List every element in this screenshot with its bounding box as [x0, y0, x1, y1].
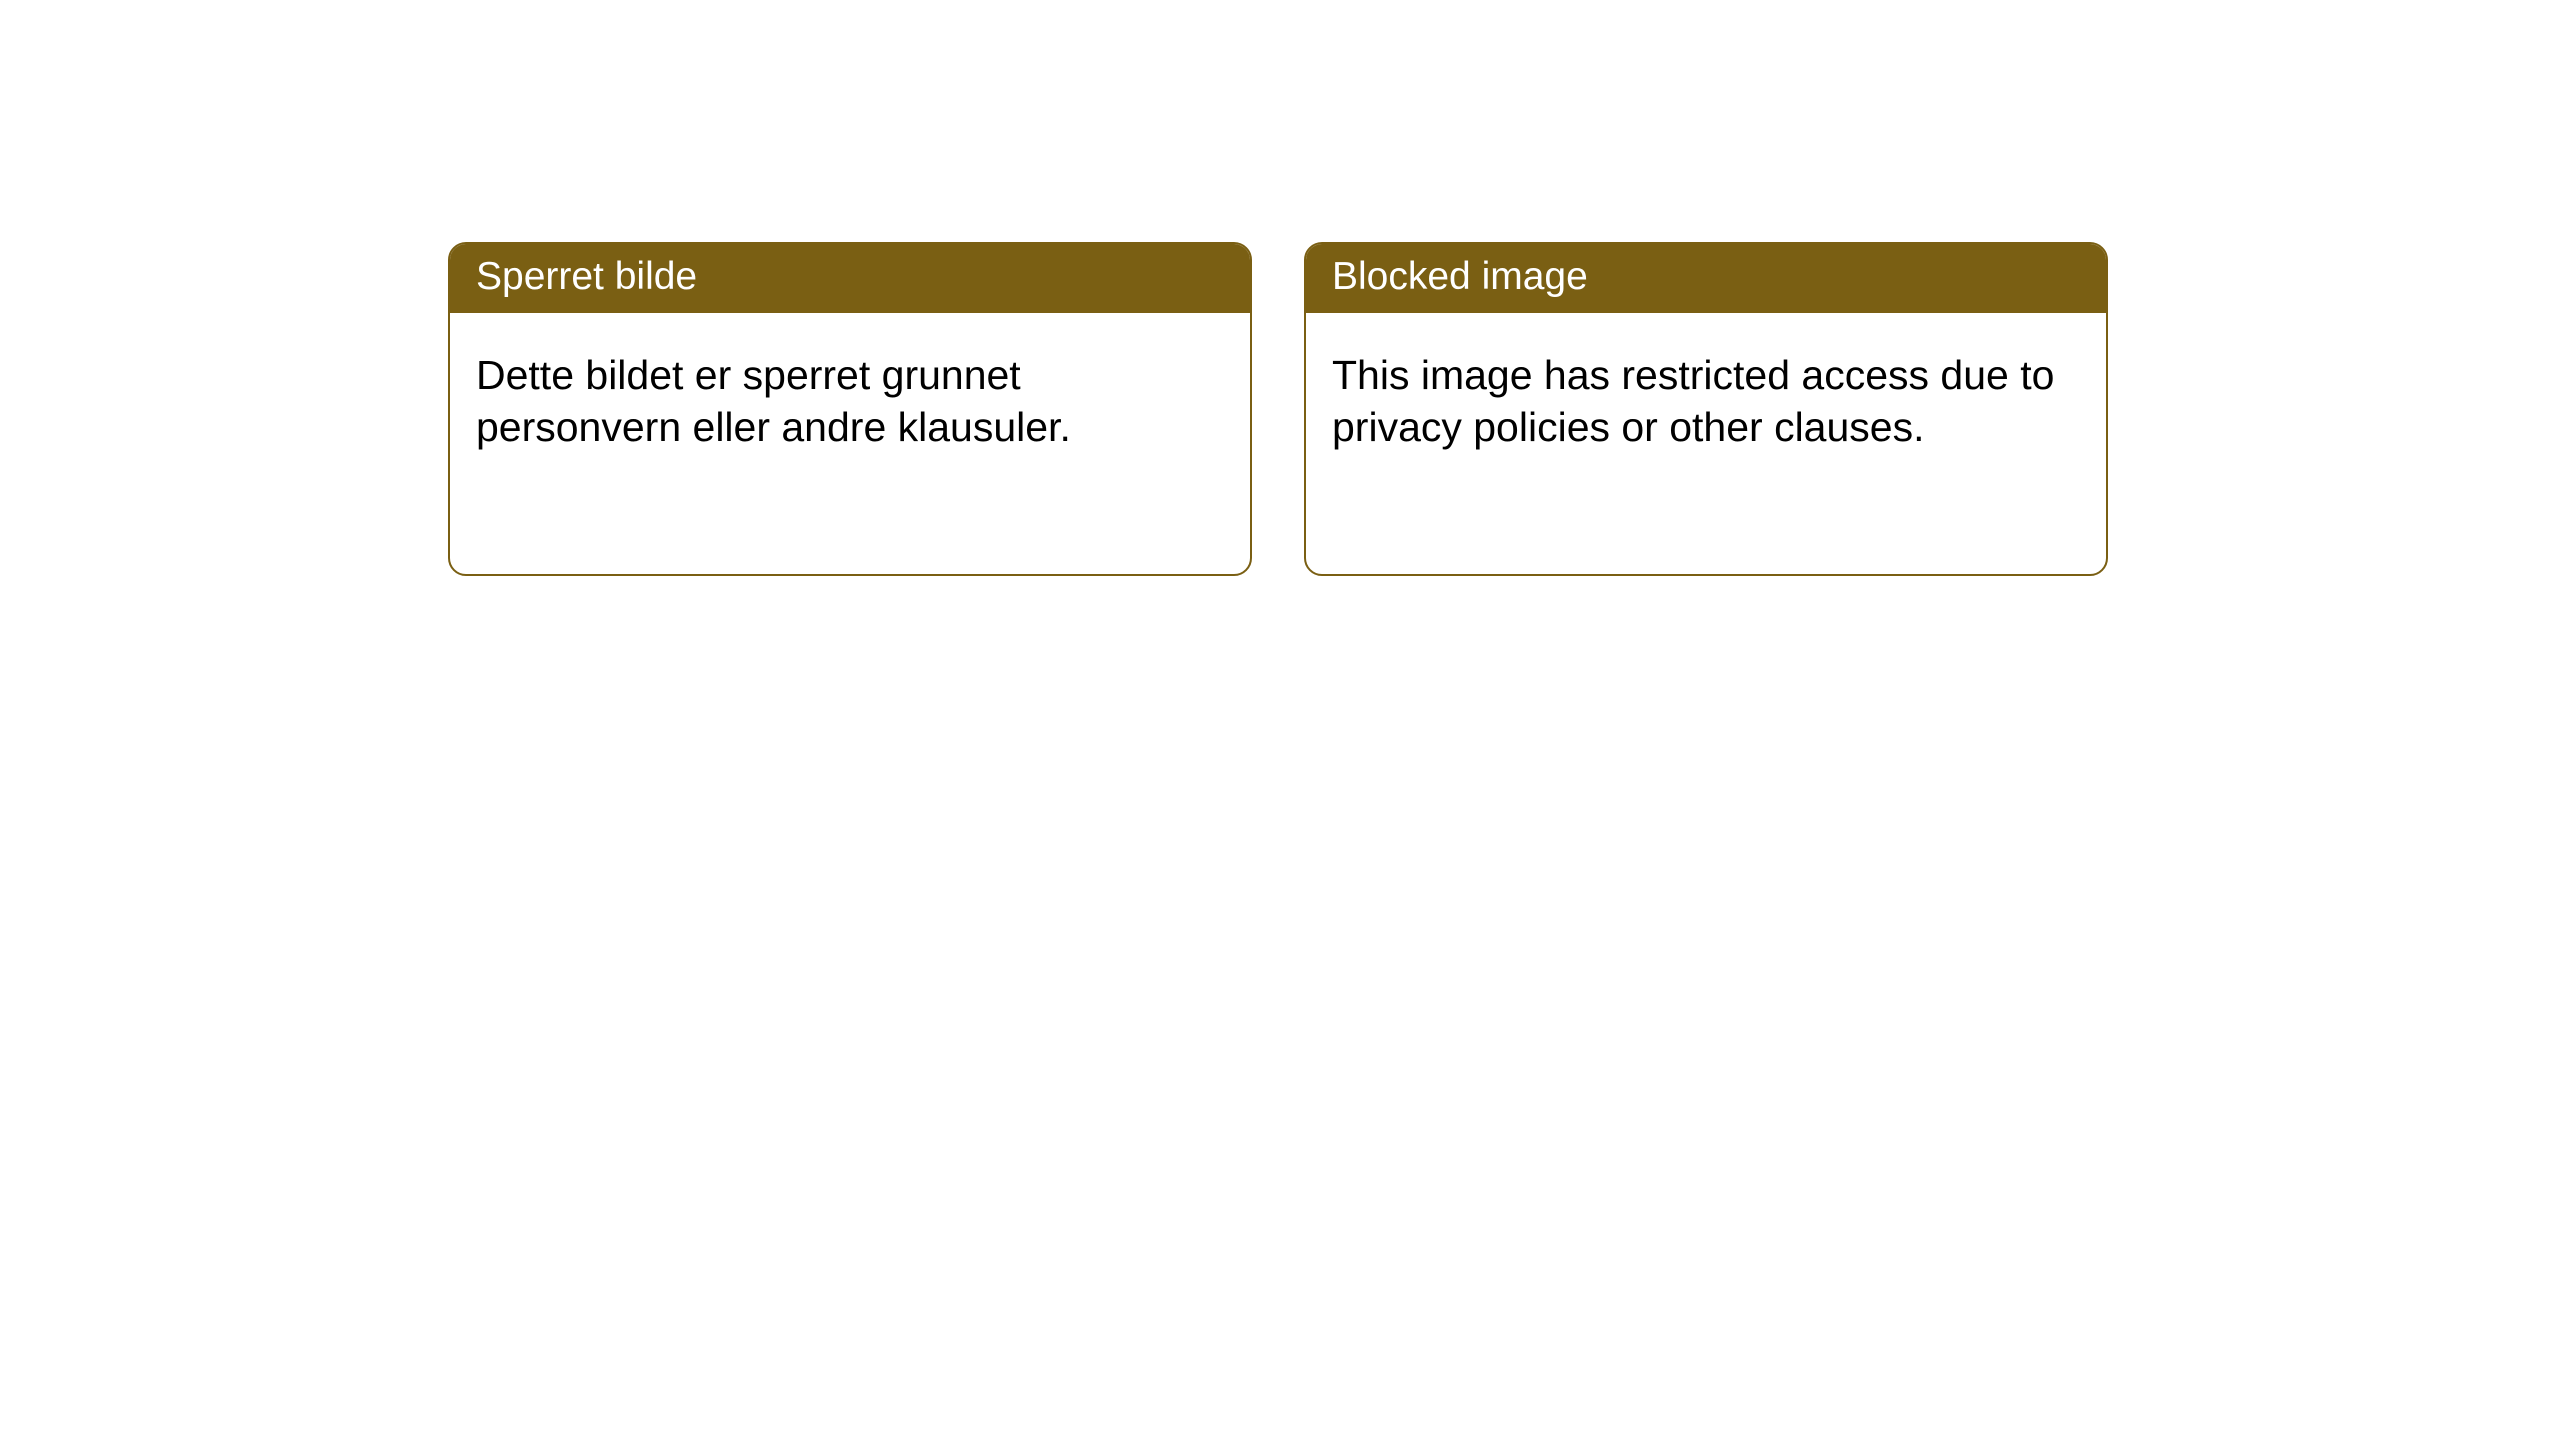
- card-header: Blocked image: [1306, 244, 2106, 313]
- card-message: Dette bildet er sperret grunnet personve…: [476, 352, 1071, 450]
- card-title: Blocked image: [1332, 255, 1588, 298]
- notice-card-norwegian: Sperret bilde Dette bildet er sperret gr…: [448, 242, 1252, 576]
- card-body: This image has restricted access due to …: [1306, 313, 2106, 480]
- card-header: Sperret bilde: [450, 244, 1250, 313]
- card-body: Dette bildet er sperret grunnet personve…: [450, 313, 1250, 480]
- notice-container: Sperret bilde Dette bildet er sperret gr…: [0, 0, 2560, 576]
- card-title: Sperret bilde: [476, 255, 697, 298]
- notice-card-english: Blocked image This image has restricted …: [1304, 242, 2108, 576]
- card-message: This image has restricted access due to …: [1332, 352, 2054, 450]
